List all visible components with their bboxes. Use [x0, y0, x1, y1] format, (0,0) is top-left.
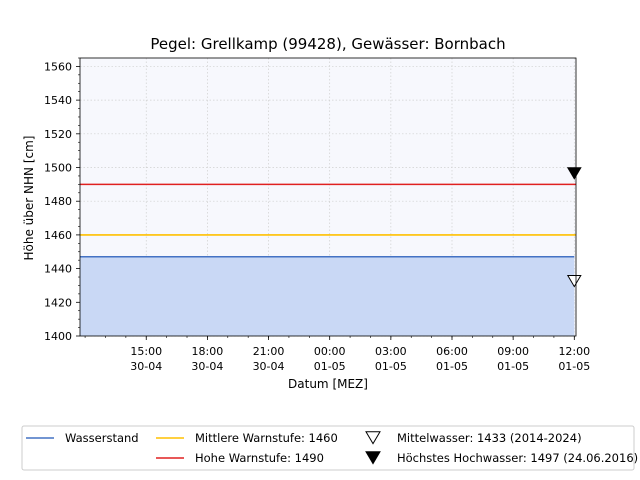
- x-tick-time: 06:00: [436, 345, 468, 358]
- water-level-area: [80, 256, 575, 336]
- x-tick-time: 03:00: [375, 345, 407, 358]
- legend-label-3: Mittelwasser: 1433 (2014-2024): [397, 431, 582, 445]
- legend-label-4: Höchstes Hochwasser: 1497 (24.06.2016): [397, 451, 638, 465]
- legend-label-1: Mittlere Warnstufe: 1460: [195, 431, 338, 445]
- x-tick-date: 30-04: [191, 360, 223, 373]
- x-tick-time: 00:00: [314, 345, 346, 358]
- y-tick-label: 1560: [44, 60, 72, 73]
- legend: Wasserstand Mittlere Warnstufe: 1460 Hohe …: [21, 425, 638, 471]
- x-tick-time: 09:00: [497, 345, 529, 358]
- x-axis: 15:00 30-04 18:00 30-04 21:00 30-04 00:00 01-05…: [84, 336, 590, 373]
- y-tick-label: 1460: [44, 229, 72, 242]
- marker-1: [566, 167, 582, 180]
- y-tick-label: 1500: [44, 162, 72, 175]
- legend-swatch-4: [365, 451, 381, 465]
- y-tick-label: 1440: [44, 263, 72, 276]
- y-tick-label: 1400: [44, 330, 72, 343]
- y-tick-label: 1520: [44, 128, 72, 141]
- y-axis-label: Höhe über NHN [cm]: [22, 136, 36, 261]
- legend-label-0: Wasserstand: [65, 431, 139, 445]
- legend-frame: [21, 425, 635, 471]
- legend-label-2: Hohe Warnstufe: 1490: [195, 451, 324, 465]
- marker-0: [566, 275, 582, 288]
- x-axis-label: Datum [MEZ]: [288, 377, 368, 391]
- x-tick-time: 21:00: [253, 345, 285, 358]
- y-tick-label: 1420: [44, 296, 72, 309]
- legend-swatch-3: [365, 431, 381, 445]
- plot-frame: [79, 57, 577, 337]
- x-tick-date: 01-05: [436, 360, 468, 373]
- y-axis: 1400 1420 1440 1460 1480 1500 1520 1540 1560: [44, 57, 80, 343]
- x-tick-time: 12:00: [558, 345, 590, 358]
- threshold-lines: [80, 183, 576, 236]
- y-tick-label: 1480: [44, 195, 72, 208]
- x-tick-date: 30-04: [253, 360, 285, 373]
- x-tick-date: 01-05: [497, 360, 529, 373]
- y-tick-label: 1540: [44, 94, 72, 107]
- x-tick-date: 01-05: [558, 360, 590, 373]
- x-tick-date: 01-05: [314, 360, 346, 373]
- x-tick-date: 01-05: [375, 360, 407, 373]
- x-tick-time: 18:00: [192, 345, 224, 358]
- chart-title: Pegel: Grellkamp (99428), Gewässer: Born…: [150, 35, 505, 53]
- x-tick-date: 30-04: [130, 360, 162, 373]
- reference-markers: [566, 167, 582, 288]
- x-tick-time: 15:00: [130, 345, 162, 358]
